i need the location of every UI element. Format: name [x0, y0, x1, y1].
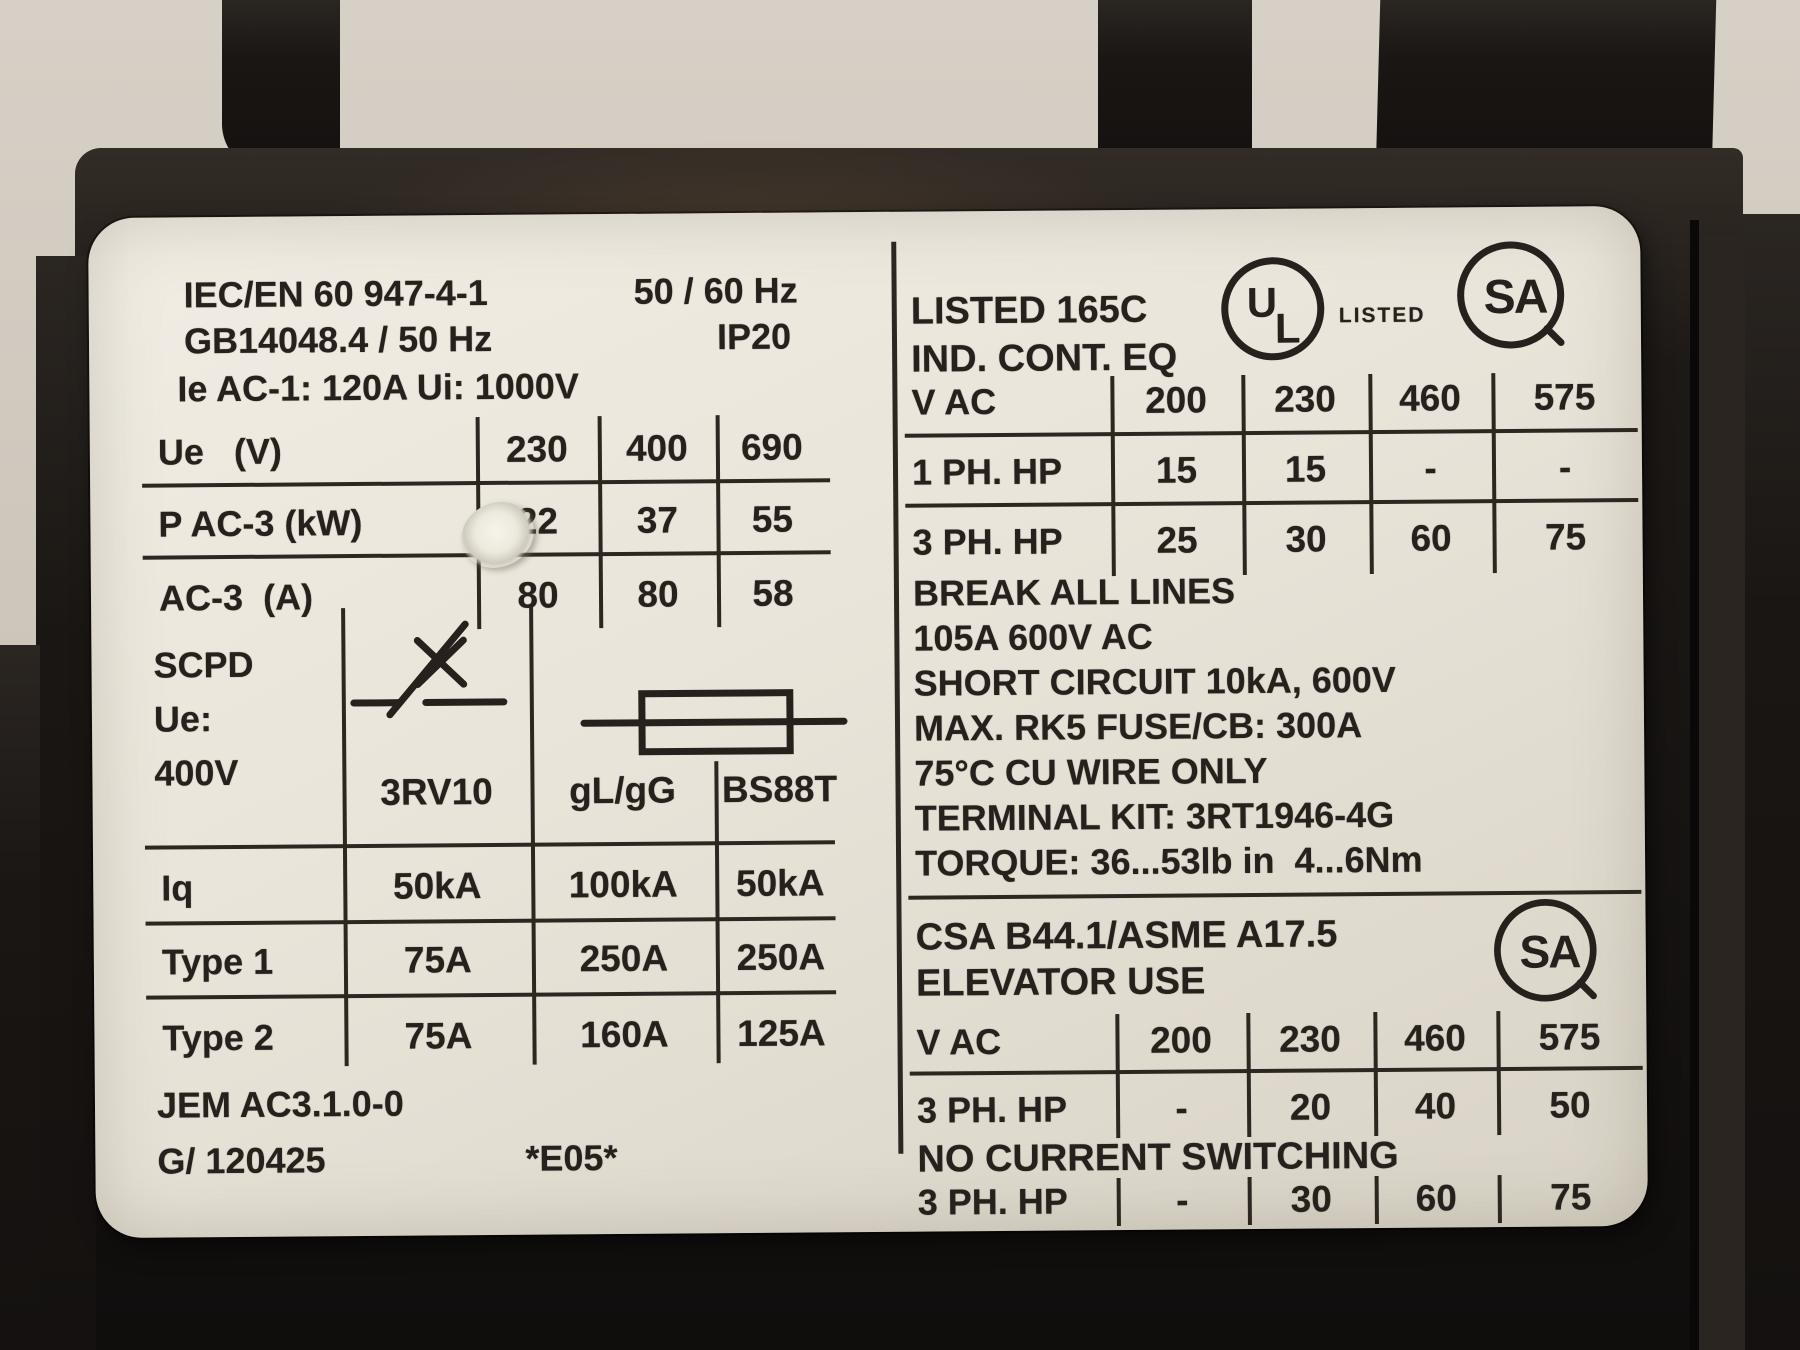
csa-b44-heading: CSA B44.1/ASME A17.5 [915, 913, 1338, 959]
table-cell: 30 [1290, 1178, 1332, 1220]
table-cell: 230 [1278, 1018, 1342, 1060]
table-cell: 25 [1156, 519, 1198, 561]
contactor-left-lower [0, 645, 40, 1350]
svg-text:SA: SA [1483, 271, 1547, 325]
table-cell: 75 [1544, 516, 1587, 558]
table-cell: 75A [403, 939, 472, 981]
note-line: TERMINAL KIT: 3RT1946-4G [914, 793, 1395, 839]
e-code: *E05* [525, 1136, 618, 1179]
circuit-breaker-icon [350, 620, 508, 719]
rating-label: IEC/EN 60 947-4-1 50 / 60 Hz GB14048.4 /… [88, 205, 1648, 1239]
row-label: Type 1 [161, 940, 274, 983]
fuse-icon [580, 689, 848, 756]
row-label: AC-3 (A) [158, 576, 314, 619]
device-column-header: 3RV10 [380, 770, 493, 813]
scpd-ue-label: Ue: [153, 698, 213, 740]
table-row-line [146, 990, 837, 1000]
row-label: 1 PH. HP [911, 450, 1063, 493]
table-row: 3 PH. HP - 30 60 75 [96, 1176, 1648, 1234]
table-row: AC-3 (A) 80 80 58 [91, 566, 1643, 624]
no-current-switching-heading: NO CURRENT SWITCHING [917, 1134, 1399, 1181]
table-cell: 250A [736, 936, 826, 979]
table-cell: 250A [579, 937, 669, 980]
table-cell: - [1558, 446, 1572, 488]
table-cell: 15 [1284, 448, 1327, 490]
table-cell: 200 [1149, 1019, 1213, 1061]
table-cell: 15 [1155, 449, 1198, 491]
contactor-top-tab [222, 0, 340, 172]
row-label: Iq [161, 867, 194, 909]
note-line: SHORT CIRCUIT 10kA, 600V [913, 658, 1396, 704]
row-label: 3 PH. HP [916, 1088, 1068, 1131]
svg-text:L: L [1275, 305, 1301, 352]
note-line: 105A 600V AC [913, 615, 1153, 659]
csa-logo-icon: SA [1494, 898, 1597, 1002]
standard-gb-line: GB14048.4 / 50 Hz [183, 317, 493, 362]
table-row-line [144, 840, 835, 850]
batch-code: G/ 120425 [157, 1139, 326, 1182]
table-row-line [145, 916, 836, 926]
table-cell: 20 [1289, 1086, 1332, 1128]
table-cell: 40 [1414, 1085, 1457, 1127]
scpd-label: SCPD [153, 643, 254, 686]
table-cell: 75 [1550, 1176, 1592, 1218]
ul-listed-line: LISTED 165C [910, 288, 1148, 333]
table-cell: - [1175, 1179, 1189, 1221]
row-label: 3 PH. HP [917, 1180, 1068, 1223]
table-row: 3RV10 gL/gG BS88T [92, 762, 1644, 820]
table-cell: 58 [752, 572, 794, 614]
contactor-right-rail [1699, 235, 1745, 1350]
note-line: BREAK ALL LINES [912, 570, 1236, 614]
row-label: V AC [911, 380, 997, 423]
ul-listed-word: LISTED [1338, 303, 1426, 328]
table-cell: 460 [1398, 377, 1461, 419]
ind-cont-eq-line: IND. CONT. EQ [910, 336, 1178, 381]
contactor-top-column [1098, 0, 1252, 172]
ip-rating: IP20 [716, 315, 792, 358]
svg-text:SA: SA [1519, 925, 1580, 977]
table-row: Type 1 75A 250A 250A [94, 930, 1646, 988]
table-cell: - [1175, 1087, 1188, 1129]
standard-iec-line: IEC/EN 60 947-4-1 [183, 271, 488, 316]
note-line: TORQUE: 36...53lb in 4...6Nm [914, 838, 1423, 884]
table-cell: 80 [637, 573, 679, 615]
table-cell: 50 [1549, 1084, 1591, 1126]
table-cell: 60 [1415, 1177, 1457, 1219]
device-column-header: gL/gG [568, 769, 677, 812]
table-cell: 50kA [735, 862, 825, 905]
device-column-header: BS88T [721, 768, 838, 811]
contactor-left-step [36, 256, 96, 1350]
table-cell: - [1424, 447, 1437, 489]
table-cell: 100kA [568, 863, 678, 906]
note-line: MAX. RK5 FUSE/CB: 300A [913, 704, 1363, 749]
row-label: 3 PH. HP [912, 520, 1063, 563]
table-cell: 575 [1533, 376, 1596, 418]
frequency-text: 50 / 60 Hz [633, 269, 798, 312]
elevator-use-heading: ELEVATOR USE [915, 960, 1206, 1005]
svg-text:U: U [1247, 279, 1278, 326]
note-line: 75°C CU WIRE ONLY [914, 749, 1268, 794]
ul-logo-icon: U L [1221, 257, 1325, 361]
table-cell: 200 [1144, 379, 1208, 421]
contactor-top-right-piece [1375, 0, 1717, 172]
table-cell: 575 [1538, 1016, 1601, 1058]
contactor-right-edge [1738, 214, 1800, 1350]
table-cell: 30 [1285, 518, 1327, 560]
csa-logo-icon: SA [1457, 241, 1565, 349]
table-cell: 60 [1410, 517, 1452, 559]
table-cell: 230 [1273, 378, 1336, 420]
table-cell: 50kA [392, 865, 482, 907]
contactor-groove [1690, 220, 1699, 1350]
row-label: V AC [916, 1020, 1002, 1063]
table-row-line [909, 1065, 1643, 1076]
table-cell: 460 [1403, 1017, 1467, 1059]
